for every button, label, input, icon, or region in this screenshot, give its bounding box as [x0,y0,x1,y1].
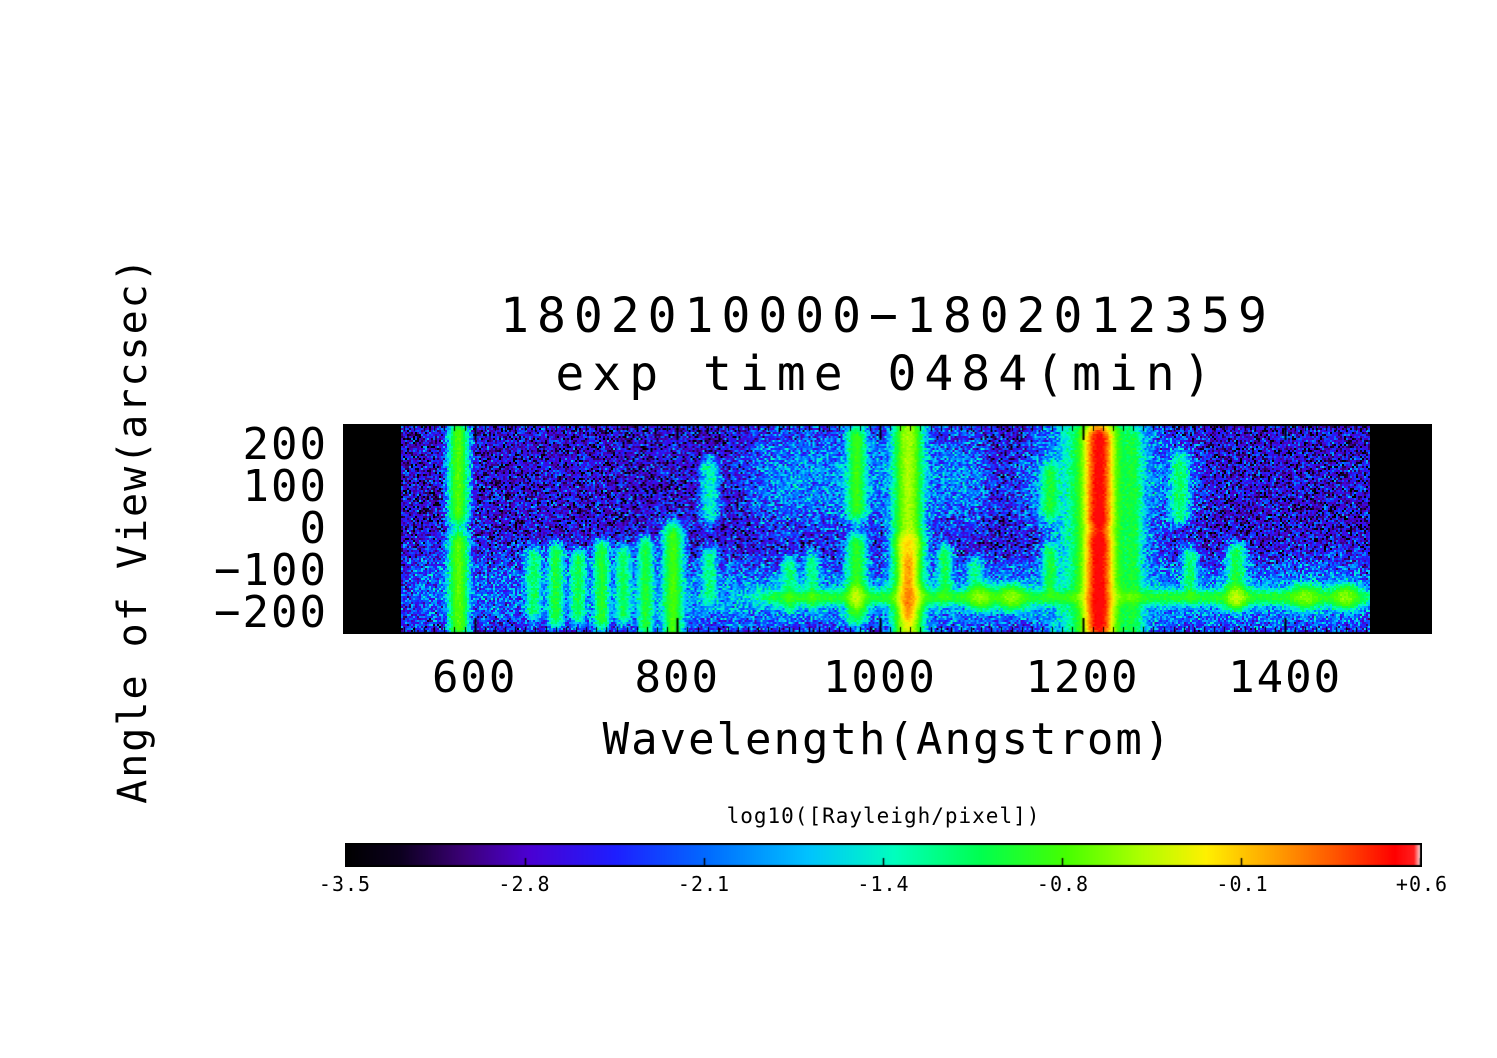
x-tick-label: 600 [431,652,518,703]
plot-title-line1: 1802010000−1802012359 [500,288,1275,344]
x-tick-label: 1200 [1025,652,1140,703]
plot-title-line2: exp time 0484(min) [555,346,1220,402]
y-tick-label: −100 [214,545,328,596]
colorbar-tick-label: -2.1 [677,872,731,896]
x-tick-label: 1000 [822,652,937,703]
colorbar-tick-label: -0.8 [1036,872,1090,896]
colorbar-tick-label: -2.8 [498,872,551,896]
y-axis-label: Angle of View(arcsec) [110,256,156,804]
colorbar-tick-label: -0.1 [1216,872,1269,896]
x-axis-label: Wavelength(Angstrom) [602,714,1173,765]
colorbar-tick-label: -1.4 [857,872,910,896]
y-tick-label: 200 [242,419,328,470]
x-tick-label: 800 [634,652,721,703]
colorbar-tick-label: +0.6 [1395,872,1449,896]
y-tick-label: −200 [214,587,328,638]
y-tick-label: 100 [242,461,328,512]
colorbar [345,843,1422,867]
x-tick-label: 1400 [1228,652,1343,703]
plot-axes-frame [343,424,1432,634]
colorbar-label: log10([Rayleigh/pixel]) [726,804,1041,828]
y-tick-label: 0 [299,503,328,554]
colorbar-tick-label: -3.5 [318,872,372,896]
